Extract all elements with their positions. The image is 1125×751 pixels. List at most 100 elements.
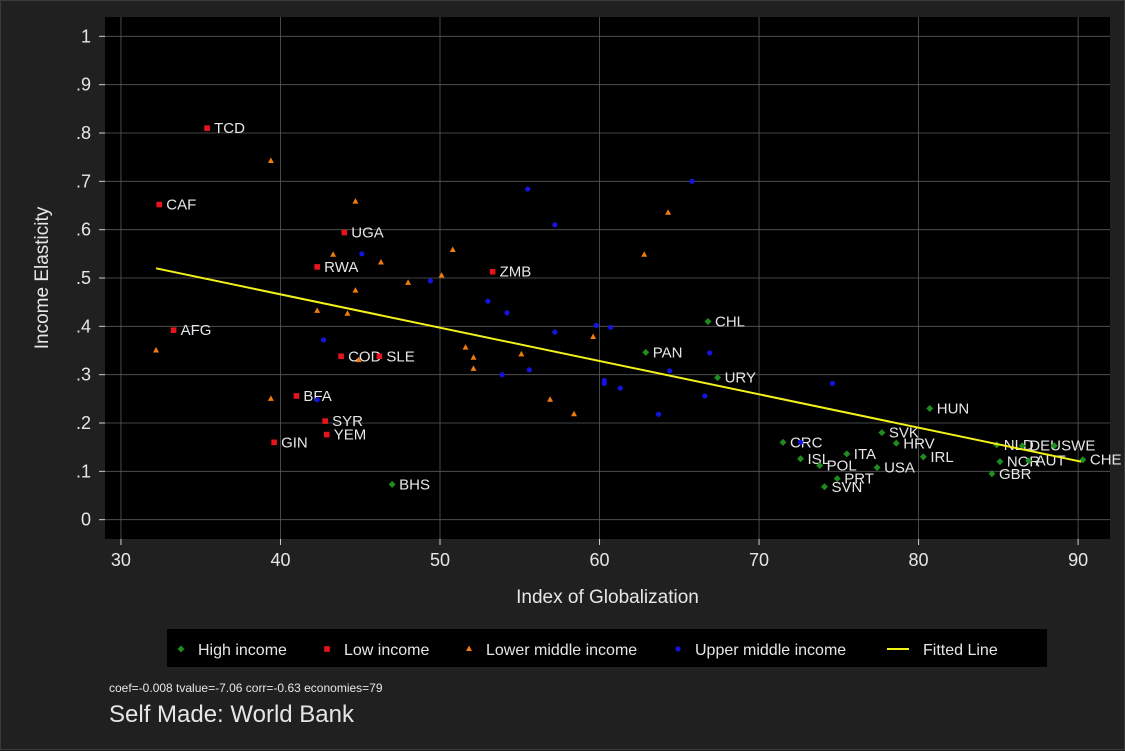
data-point: [655, 411, 662, 417]
data-point: [829, 380, 836, 386]
data-point: [338, 353, 344, 360]
data-point: [271, 439, 277, 446]
data-point: [797, 439, 804, 445]
point-label: PAN: [653, 344, 683, 361]
data-point: [601, 380, 607, 386]
legend-label: Lower middle income: [486, 642, 637, 659]
point-label: NOR: [1007, 454, 1041, 471]
data-point: [833, 475, 841, 483]
data-point: [504, 310, 510, 316]
data-point: [359, 251, 365, 257]
point-label: URY: [725, 370, 756, 387]
data-point: [526, 367, 532, 373]
point-label: COD: [348, 348, 382, 365]
stats-note: coef=-0.008 tvalue=-7.06 corr=-0.63 econ…: [109, 681, 383, 695]
point-label: AFG: [181, 322, 212, 339]
x-axis-label: Index of Globalization: [516, 587, 699, 608]
point-label: BHS: [399, 476, 430, 493]
point-label: SLE: [386, 348, 414, 365]
data-point: [797, 455, 805, 463]
point-label: UGA: [351, 225, 384, 242]
legend-label: Upper middle income: [695, 642, 846, 659]
legend-marker: [324, 646, 330, 652]
data-point: [706, 350, 713, 356]
data-point: [267, 157, 274, 164]
legend: High income Low income Lower middle income…: [167, 629, 1047, 667]
data-point: [156, 201, 163, 208]
data-point: [204, 125, 210, 131]
y-tick-label: .8: [76, 123, 91, 143]
point-label: SVK: [889, 425, 919, 442]
point-label: RWA: [324, 259, 358, 276]
data-point: [525, 186, 531, 192]
y-tick-label: .7: [76, 171, 91, 191]
data-point: [689, 178, 695, 184]
data-point: [449, 246, 456, 252]
point-label: SVN: [831, 479, 862, 496]
data-point: [388, 480, 396, 488]
data-point: [323, 431, 330, 438]
y-tick-label: .1: [76, 461, 91, 481]
data-point: [330, 251, 337, 257]
data-point: [873, 463, 881, 471]
point-label: CRC: [790, 434, 823, 451]
data-point: [714, 374, 722, 382]
data-point: [667, 368, 673, 374]
data-point: [552, 222, 558, 228]
data-point: [641, 251, 648, 257]
data-point: [571, 410, 577, 417]
data-point: [485, 298, 491, 304]
data-point: [293, 393, 300, 399]
y-tick-label: 0: [81, 510, 91, 530]
y-tick-label: .2: [76, 413, 91, 433]
y-axis-label: Income Elasticity: [32, 206, 53, 349]
data-point: [996, 458, 1004, 466]
legend-label: Fitted Line: [923, 642, 998, 659]
data-point: [702, 393, 708, 399]
data-point: [267, 395, 274, 401]
data-point: [377, 259, 384, 265]
y-tick-label: .5: [76, 268, 91, 288]
data-point: [405, 279, 412, 285]
legend-item: Upper middle income: [675, 642, 846, 659]
x-tick-label: 60: [590, 550, 610, 570]
point-label: IRL: [930, 449, 953, 466]
data-point: [642, 348, 650, 356]
legend-marker: [177, 645, 185, 653]
data-point: [344, 310, 351, 316]
legend-item: Lower middle income: [466, 642, 637, 659]
point-label: CHL: [715, 314, 745, 331]
point-label: TCD: [214, 120, 245, 137]
point-label: GBR: [999, 466, 1032, 483]
x-tick-label: 50: [430, 550, 450, 570]
data-point: [322, 418, 328, 424]
legend-marker: [675, 646, 681, 652]
point-label: HUN: [937, 401, 970, 418]
data-point: [617, 385, 623, 391]
x-tick-label: 70: [749, 550, 769, 570]
data-point: [704, 318, 712, 325]
data-point: [919, 453, 927, 461]
point-label: SYR: [332, 413, 363, 430]
legend-label: Low income: [344, 642, 429, 659]
data-point: [170, 327, 177, 333]
data-point: [665, 209, 672, 215]
x-tick-label: 40: [270, 550, 290, 570]
point-label: CHE: [1090, 452, 1122, 469]
legend-item: Fitted Line: [887, 642, 998, 659]
data-point: [355, 356, 362, 363]
point-label: DEU: [1029, 438, 1061, 455]
point-label: CAF: [166, 197, 196, 214]
x-tick-label: 80: [909, 550, 929, 570]
data-point: [314, 307, 321, 313]
point-label: POL: [827, 458, 857, 475]
data-point: [779, 438, 787, 446]
data-point: [470, 365, 477, 371]
data-point: [470, 354, 477, 360]
y-tick-label: .3: [76, 365, 91, 385]
point-label: ISL: [808, 451, 831, 468]
x-tick-label: 90: [1068, 550, 1088, 570]
legend-marker: [466, 645, 472, 651]
